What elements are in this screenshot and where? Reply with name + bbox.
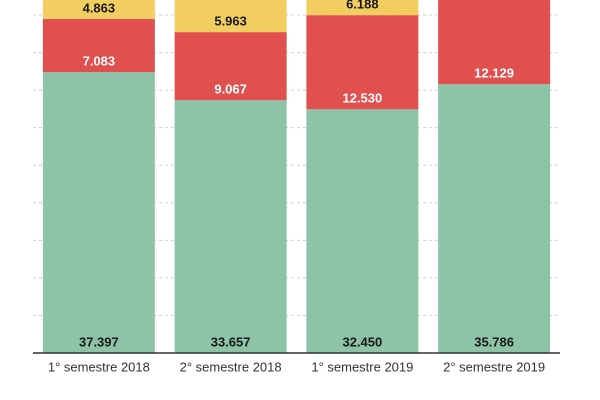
value-label: 9.067 bbox=[214, 82, 247, 97]
bar-segment bbox=[438, 84, 551, 353]
x-tick-label: 2° semestre 2018 bbox=[180, 359, 282, 374]
value-label: 5.963 bbox=[214, 14, 247, 29]
x-tick-label: 2° semestre 2019 bbox=[443, 359, 545, 374]
x-tick-label: 1° semestre 2019 bbox=[311, 359, 413, 374]
value-label: 33.657 bbox=[211, 334, 251, 349]
bar-segment bbox=[438, 0, 551, 85]
value-label: 35.786 bbox=[474, 334, 514, 349]
value-label: 4.863 bbox=[83, 0, 116, 15]
value-label: 12.129 bbox=[474, 66, 514, 81]
bar-segment bbox=[174, 100, 287, 353]
bar-segment bbox=[174, 0, 287, 33]
bar-segment bbox=[306, 15, 419, 110]
bar-segment bbox=[42, 18, 155, 73]
bar-segment bbox=[306, 0, 419, 16]
bar-segment bbox=[306, 109, 419, 353]
value-label: 7.083 bbox=[83, 54, 116, 69]
bar-segment bbox=[174, 32, 287, 101]
bar-segment bbox=[42, 0, 155, 19]
x-tick-label: 1° semestre 2018 bbox=[48, 359, 150, 374]
value-label: 6.188 bbox=[346, 0, 379, 12]
bar-segment bbox=[42, 72, 155, 353]
value-label: 32.450 bbox=[342, 334, 382, 349]
value-label: 37.397 bbox=[79, 334, 119, 349]
value-label: 12.530 bbox=[342, 91, 382, 106]
